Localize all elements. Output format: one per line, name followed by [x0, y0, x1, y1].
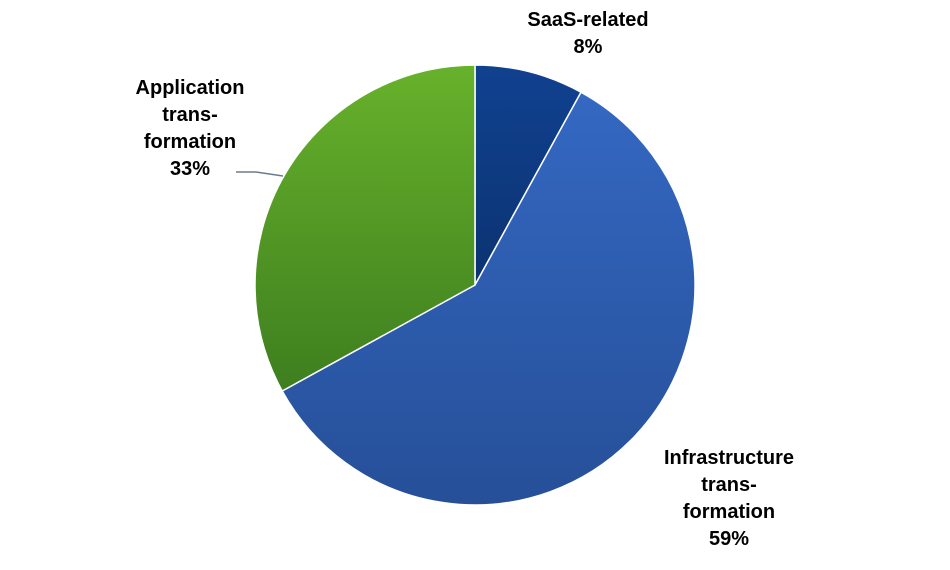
pie-slice: [281, 91, 696, 506]
pie-labels: SaaS-related 8% Infrastructure trans-format…: [136, 9, 794, 550]
pie-slices: [254, 64, 696, 506]
pie-slice: [254, 64, 476, 393]
label-leader-line: [236, 171, 284, 177]
slice-label: Application trans-formation 33%: [136, 77, 245, 180]
pie-slice: [474, 64, 583, 286]
slice-label: SaaS-related 8%: [527, 9, 648, 58]
slice-label: Infrastructure trans-formation 59%: [664, 447, 794, 550]
